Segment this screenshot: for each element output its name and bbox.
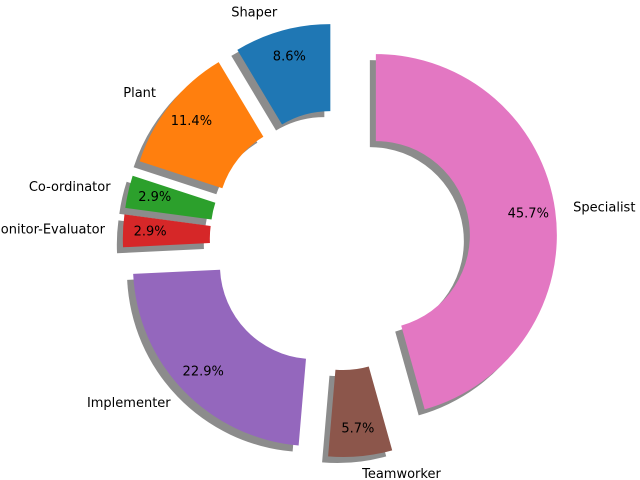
slice-shaper xyxy=(237,24,331,125)
category-label-implementer: Implementer xyxy=(87,396,171,411)
percent-label-teamworker: 5.7% xyxy=(341,422,374,437)
category-label-monitor-evaluator: Monitor-Evaluator xyxy=(0,223,106,238)
percent-label-implementer: 22.9% xyxy=(183,364,224,379)
slices xyxy=(122,24,557,458)
percent-label-co-ordinator: 2.9% xyxy=(138,190,171,205)
category-label-shaper: Shaper xyxy=(231,6,278,21)
slice-monitor-evaluator xyxy=(122,214,211,248)
percent-label-shaper: 8.6% xyxy=(273,49,306,64)
slice-co-ordinator xyxy=(125,175,216,220)
category-labels: Shaper Plant Co-ordinator Monitor-Evaluator… xyxy=(0,6,635,480)
category-label-co-ordinator: Co-ordinator xyxy=(29,180,111,195)
percent-label-monitor-evaluator: 2.9% xyxy=(134,224,167,239)
percent-labels: 8.6% 11.4% 2.9% 2.9% 22.9% 5.7% 45.7% xyxy=(134,49,549,436)
category-label-plant: Plant xyxy=(123,86,156,101)
slice-specialist xyxy=(375,54,557,410)
slice-implementer xyxy=(133,269,306,446)
category-label-teamworker: Teamworker xyxy=(361,467,441,480)
slice-teamworker xyxy=(328,366,393,458)
percent-label-plant: 11.4% xyxy=(171,114,212,129)
slice-plant xyxy=(139,62,264,189)
category-label-specialist: Specialist xyxy=(573,200,635,215)
percent-label-specialist: 45.7% xyxy=(508,207,549,222)
